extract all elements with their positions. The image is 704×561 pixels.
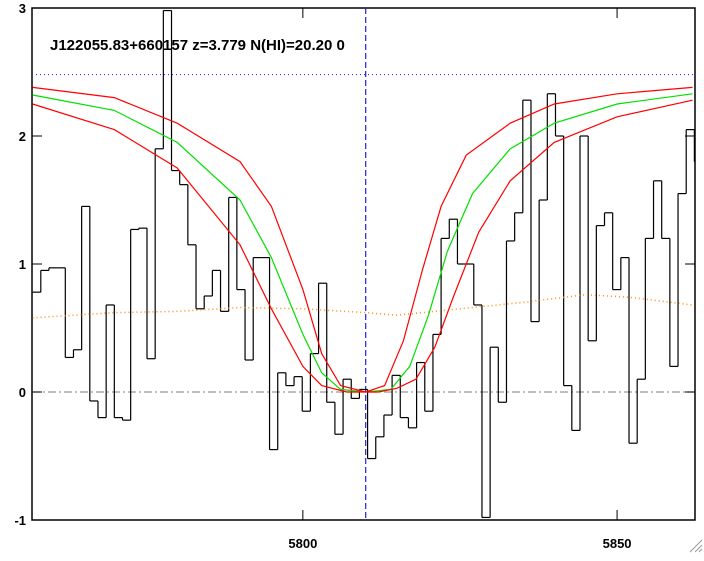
y-tick-label: 1 (19, 257, 26, 272)
fit-lower-line (32, 99, 693, 393)
x-tick-label: 5800 (288, 536, 317, 551)
fit-upper-line (32, 86, 693, 393)
fit-line (32, 93, 693, 393)
y-tick-label: -1 (14, 513, 26, 528)
plot-area (32, 8, 695, 520)
resize-grip (689, 539, 703, 553)
x-tick-label: 5850 (603, 536, 632, 551)
y-tick-label: 3 (19, 1, 26, 16)
y-tick-label: 2 (19, 129, 26, 144)
chart-title: J122055.83+660157 z=3.779 N(HI)=20.20 0 (50, 37, 345, 54)
plot-frame (31, 7, 696, 521)
y-tick-label: 0 (19, 385, 26, 400)
